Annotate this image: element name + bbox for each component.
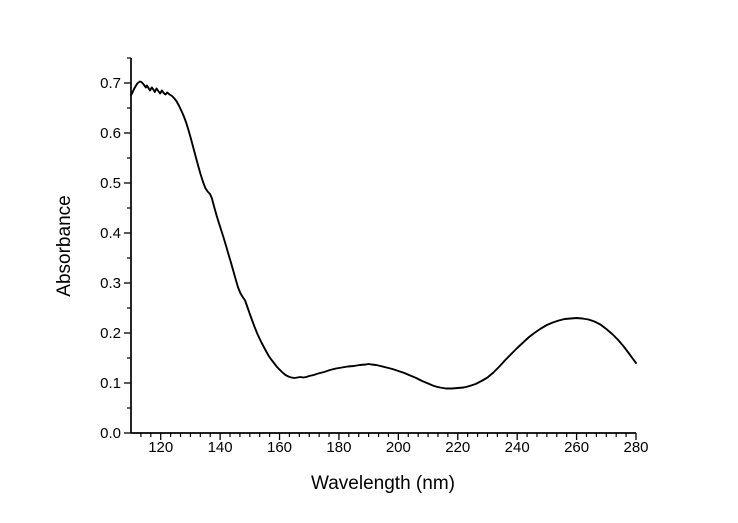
x-tick-label: 140 [208, 439, 233, 456]
y-tick-label: 0.3 [100, 275, 121, 292]
y-tick-label: 0.7 [100, 75, 121, 92]
y-tick-label: 0.5 [100, 175, 121, 192]
y-tick-label: 0.1 [100, 375, 121, 392]
x-tick-label: 280 [623, 439, 648, 456]
x-tick-label: 180 [326, 439, 351, 456]
x-tick-label: 160 [267, 439, 292, 456]
y-tick-label: 0.4 [100, 225, 121, 242]
y-tick-label: 0.6 [100, 125, 121, 142]
spectrum-line [130, 80, 637, 390]
y-tick-label: 0.2 [100, 325, 121, 342]
plot-area: 120 140 160 180 200 220 240 260 280 0.0 0.1 0.2 0.3 0… [100, 57, 649, 456]
x-tick-label: 200 [386, 439, 411, 456]
y-axis-title: Absorbance [54, 195, 75, 296]
x-tick-label: 220 [445, 439, 470, 456]
x-tick-label: 240 [505, 439, 530, 456]
x-axis-title: Wavelength (nm) [311, 473, 455, 494]
x-tick-label: 120 [148, 439, 173, 456]
y-tick-label: 0.0 [100, 425, 121, 442]
x-tick-label: 260 [564, 439, 589, 456]
